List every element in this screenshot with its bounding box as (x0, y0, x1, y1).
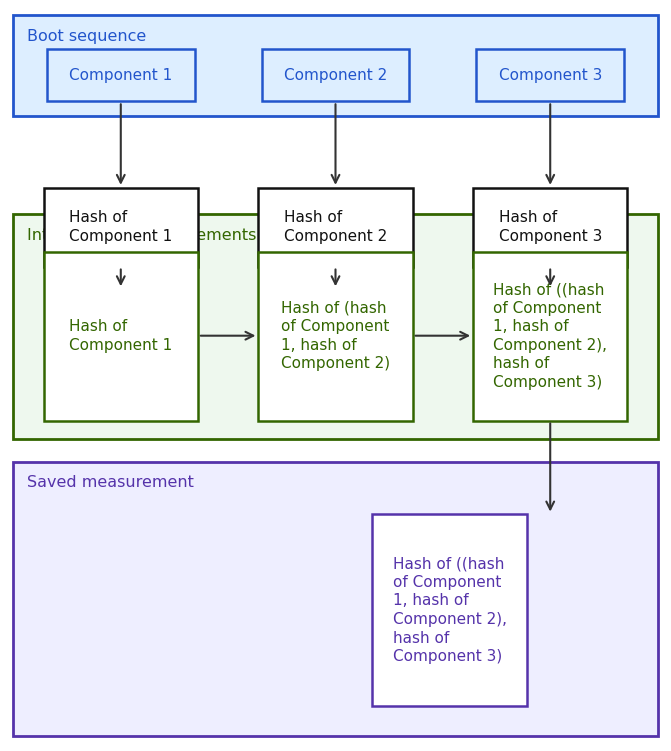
Bar (473, 252, 627, 421)
Text: Hash of ((hash
of Component
1, hash of
Component 2),
hash of
Component 3): Hash of ((hash of Component 1, hash of C… (393, 556, 507, 664)
Bar (44, 188, 198, 267)
Bar (13, 214, 658, 439)
Text: Component 2: Component 2 (284, 68, 387, 83)
Text: Hash of
Component 1: Hash of Component 1 (69, 210, 172, 244)
Text: Saved measurement: Saved measurement (27, 475, 194, 490)
Bar (262, 49, 409, 101)
Text: Hash of (hash
of Component
1, hash of
Component 2): Hash of (hash of Component 1, hash of Co… (281, 300, 390, 372)
Bar (13, 462, 658, 736)
Text: Boot sequence: Boot sequence (27, 29, 146, 44)
Bar (258, 252, 413, 421)
Text: Hash of
Component 1: Hash of Component 1 (69, 319, 172, 353)
Text: Component 1: Component 1 (69, 68, 172, 83)
Text: Intermediate measurements: Intermediate measurements (27, 228, 256, 243)
Bar (47, 49, 195, 101)
Bar (44, 252, 198, 421)
Bar (13, 15, 658, 116)
Bar (476, 49, 624, 101)
Bar (372, 514, 527, 706)
Bar (258, 188, 413, 267)
Bar (473, 188, 627, 267)
Text: Hash of
Component 3: Hash of Component 3 (499, 210, 602, 244)
Text: Hash of
Component 2: Hash of Component 2 (284, 210, 387, 244)
Text: Component 3: Component 3 (499, 68, 602, 83)
Text: Hash of ((hash
of Component
1, hash of
Component 2),
hash of
Component 3): Hash of ((hash of Component 1, hash of C… (493, 282, 607, 390)
